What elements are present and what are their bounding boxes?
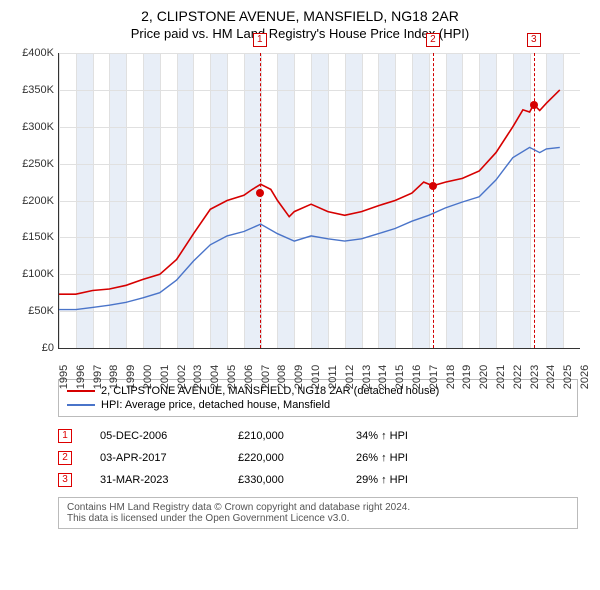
event-date: 31-MAR-2023	[100, 474, 210, 486]
x-tick-label: 2008	[276, 365, 288, 389]
series-line	[59, 147, 560, 309]
x-axis: 1995199619971998199920002001200220032004…	[58, 349, 580, 379]
event-row: 2 03-APR-2017 £220,000 26% ↑ HPI	[58, 447, 590, 469]
event-price: £220,000	[238, 452, 328, 464]
x-tick-label: 2019	[461, 365, 473, 389]
x-tick-label: 2010	[310, 365, 322, 389]
y-axis: £0£50K£100K£150K£200K£250K£300K£350K£400…	[10, 53, 56, 319]
footer-attribution: Contains HM Land Registry data © Crown c…	[58, 497, 578, 529]
chart-container: 2, CLIPSTONE AVENUE, MANSFIELD, NG18 2AR…	[0, 0, 600, 535]
event-date: 05-DEC-2006	[100, 430, 210, 442]
marker-label-box: 1	[253, 33, 267, 47]
x-tick-label: 2012	[344, 365, 356, 389]
event-row: 3 31-MAR-2023 £330,000 29% ↑ HPI	[58, 469, 590, 491]
x-tick-label: 2024	[545, 365, 557, 389]
x-tick-label: 2009	[293, 365, 305, 389]
series-svg	[59, 53, 580, 348]
x-tick-label: 2004	[209, 365, 221, 389]
x-tick-label: 2018	[445, 365, 457, 389]
x-tick-label: 2015	[394, 365, 406, 389]
footer-line: Contains HM Land Registry data © Crown c…	[67, 502, 569, 513]
y-tick-label: £200K	[22, 195, 54, 207]
event-price: £210,000	[238, 430, 328, 442]
legend-swatch	[67, 404, 95, 406]
x-tick-label: 2003	[192, 365, 204, 389]
x-tick-label: 2022	[512, 365, 524, 389]
x-tick-label: 1999	[125, 365, 137, 389]
chart-area: £0£50K£100K£150K£200K£250K£300K£350K£400…	[10, 49, 590, 349]
y-tick-label: £250K	[22, 158, 54, 170]
chart-subtitle: Price paid vs. HM Land Registry's House …	[10, 26, 590, 41]
y-tick-label: £400K	[22, 47, 54, 59]
marker-label-box: 2	[426, 33, 440, 47]
legend-item: HPI: Average price, detached house, Mans…	[67, 398, 569, 412]
marker-label-box: 3	[527, 33, 541, 47]
x-tick-label: 2011	[327, 365, 339, 389]
x-tick-label: 2014	[377, 365, 389, 389]
events-table: 1 05-DEC-2006 £210,000 34% ↑ HPI 2 03-AP…	[58, 425, 590, 491]
y-tick-label: £100K	[22, 268, 54, 280]
x-tick-label: 1998	[108, 365, 120, 389]
chart-title: 2, CLIPSTONE AVENUE, MANSFIELD, NG18 2AR	[10, 8, 590, 24]
y-tick-label: £350K	[22, 84, 54, 96]
x-tick-label: 2000	[142, 365, 154, 389]
event-row: 1 05-DEC-2006 £210,000 34% ↑ HPI	[58, 425, 590, 447]
x-tick-label: 2002	[176, 365, 188, 389]
legend-swatch	[67, 390, 95, 392]
event-diff: 29% ↑ HPI	[356, 474, 408, 486]
x-tick-label: 2016	[411, 365, 423, 389]
event-marker-icon: 1	[58, 429, 72, 443]
x-tick-label: 2006	[243, 365, 255, 389]
x-tick-label: 2017	[428, 365, 440, 389]
x-tick-label: 2013	[361, 365, 373, 389]
y-tick-label: £300K	[22, 121, 54, 133]
x-tick-label: 2026	[579, 365, 591, 389]
x-tick-label: 1997	[92, 365, 104, 389]
x-tick-label: 1996	[75, 365, 87, 389]
y-tick-label: £0	[42, 342, 54, 354]
event-diff: 26% ↑ HPI	[356, 452, 408, 464]
event-marker-icon: 3	[58, 473, 72, 487]
x-tick-label: 1995	[58, 365, 70, 389]
x-tick-label: 2007	[260, 365, 272, 389]
legend-label: HPI: Average price, detached house, Mans…	[101, 399, 330, 411]
event-marker-icon: 2	[58, 451, 72, 465]
x-tick-label: 2001	[159, 365, 171, 389]
event-diff: 34% ↑ HPI	[356, 430, 408, 442]
event-price: £330,000	[238, 474, 328, 486]
event-date: 03-APR-2017	[100, 452, 210, 464]
x-tick-label: 2025	[562, 365, 574, 389]
x-tick-label: 2023	[529, 365, 541, 389]
y-tick-label: £150K	[22, 231, 54, 243]
footer-line: This data is licensed under the Open Gov…	[67, 513, 569, 524]
plot-region: 123	[58, 53, 580, 349]
x-tick-label: 2021	[495, 365, 507, 389]
y-tick-label: £50K	[28, 305, 54, 317]
x-tick-label: 2005	[226, 365, 238, 389]
x-tick-label: 2020	[478, 365, 490, 389]
